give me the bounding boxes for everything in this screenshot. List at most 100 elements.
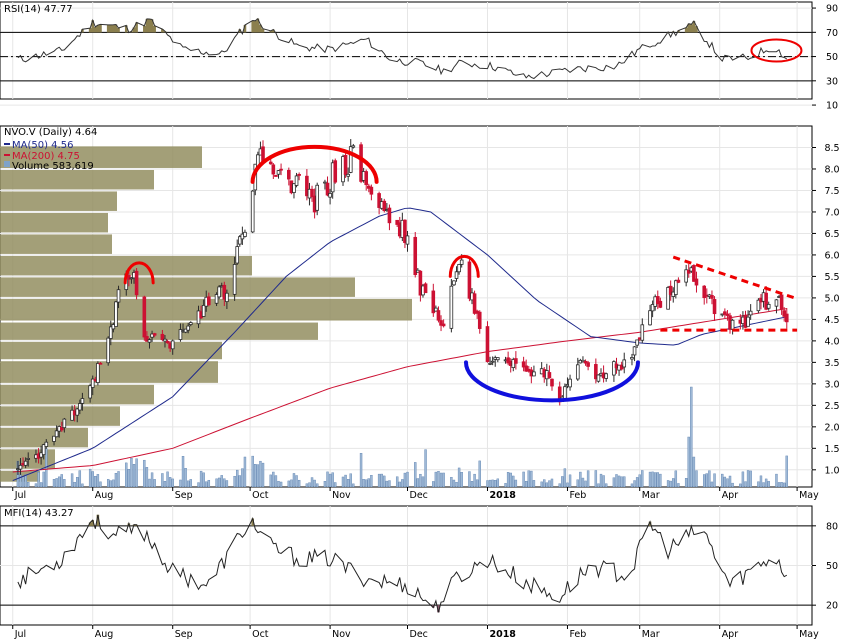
volume-bar: [439, 472, 443, 487]
x-tick-label: Dec: [410, 490, 428, 501]
volume-bar: [186, 480, 190, 487]
volume-bar: [81, 483, 84, 487]
candle-body: [431, 290, 436, 314]
x-tick-label: Mar: [642, 629, 660, 640]
volume-bar: [651, 471, 654, 487]
candle-body: [310, 188, 314, 198]
volume-bar: [114, 473, 118, 487]
volume-bar: [334, 482, 337, 487]
candle-body: [622, 359, 627, 368]
volume-bar: [24, 474, 27, 487]
candle-body: [449, 285, 454, 329]
price-y-tick-label: 7.5: [824, 186, 839, 197]
volume-bar: [486, 480, 489, 487]
volume-bar: [199, 470, 203, 487]
candle-body: [59, 427, 64, 431]
x-tick-label: Apr: [722, 490, 739, 501]
volume-bar: [749, 470, 752, 487]
candle-body: [186, 325, 190, 331]
volume-bar: [563, 468, 567, 487]
candle-body: [418, 270, 423, 296]
volume-bar: [641, 470, 644, 487]
price-y-tick-label: 5.5: [824, 272, 839, 283]
volume-bar: [367, 478, 370, 487]
candle-body: [784, 313, 789, 323]
candle-body: [712, 299, 717, 315]
volume-bar: [744, 481, 747, 487]
volume-bar: [70, 473, 74, 487]
volume-bar: [470, 481, 474, 487]
candle-body: [207, 296, 211, 306]
volume-bar: [452, 479, 456, 487]
volume-bar: [524, 480, 528, 487]
volume-bar: [690, 386, 693, 487]
volume-bar: [21, 476, 25, 487]
price-y-tick-label: 4.0: [824, 336, 839, 347]
candle-body: [434, 307, 438, 312]
candle-body: [106, 337, 111, 364]
volume-bar: [96, 474, 100, 487]
price-y-tick-label: 6.5: [824, 229, 839, 240]
rsi-y-tick-label: 10: [826, 101, 838, 112]
candle-body: [88, 385, 92, 399]
volume-bar: [150, 472, 154, 487]
candle-body: [490, 360, 495, 363]
volume-by-price-bar: [0, 277, 355, 297]
volume-bar: [380, 473, 383, 487]
candle-body: [90, 378, 95, 388]
volume-bar: [633, 480, 636, 487]
volume-bar: [584, 480, 587, 487]
volume-bar: [512, 475, 515, 487]
volume-bar: [189, 479, 192, 487]
candle-body: [147, 339, 152, 343]
volume-by-price-bar: [0, 361, 218, 383]
candle-body: [325, 182, 330, 196]
candle-body: [710, 295, 714, 299]
candle-body: [54, 430, 59, 438]
candle-body: [686, 269, 691, 274]
volume-bar: [653, 472, 657, 487]
candle-body: [779, 294, 784, 310]
volume-bar: [406, 471, 409, 487]
price-y-tick-label: 3.0: [824, 379, 839, 390]
volume-bar: [236, 469, 239, 487]
x-tick-label: Feb: [569, 490, 586, 501]
volume-bar: [674, 470, 678, 487]
candle-body: [96, 363, 100, 383]
candle-body: [382, 200, 387, 212]
volume-bar: [558, 483, 561, 487]
volume-bar: [496, 478, 500, 487]
volume-bar: [599, 473, 603, 487]
volume-legend: Volume 583,619: [12, 161, 94, 172]
candle-body: [596, 374, 601, 382]
volume-by-price-bar: [0, 341, 222, 360]
volume-bar: [419, 473, 422, 487]
candle-body: [250, 190, 255, 233]
candle-body: [650, 304, 655, 312]
volume-bar: [540, 481, 543, 487]
candle-body: [604, 373, 608, 379]
volume-bar: [548, 480, 551, 487]
candle-body: [547, 372, 552, 379]
candle-body: [225, 292, 229, 303]
candle-body: [612, 361, 616, 376]
volume-bar: [163, 480, 167, 487]
volume-bar: [197, 482, 200, 487]
volume-bar: [597, 483, 600, 487]
candle-body: [746, 316, 750, 327]
candle-body: [395, 219, 399, 225]
ma50-line: [12, 207, 787, 482]
volume-bar: [398, 481, 401, 487]
volume-bar: [728, 475, 732, 487]
volume-bar: [143, 459, 146, 487]
candle-body: [26, 458, 31, 460]
candle-body: [142, 296, 147, 338]
candle-body: [346, 173, 350, 177]
candle-body: [666, 287, 670, 310]
x-tick-label: May: [799, 490, 819, 501]
candle-body: [563, 386, 567, 400]
candle-body: [170, 340, 175, 350]
candle-body: [467, 261, 472, 299]
price-y-tick-label: 1.5: [824, 444, 839, 455]
volume-bar: [759, 475, 763, 487]
